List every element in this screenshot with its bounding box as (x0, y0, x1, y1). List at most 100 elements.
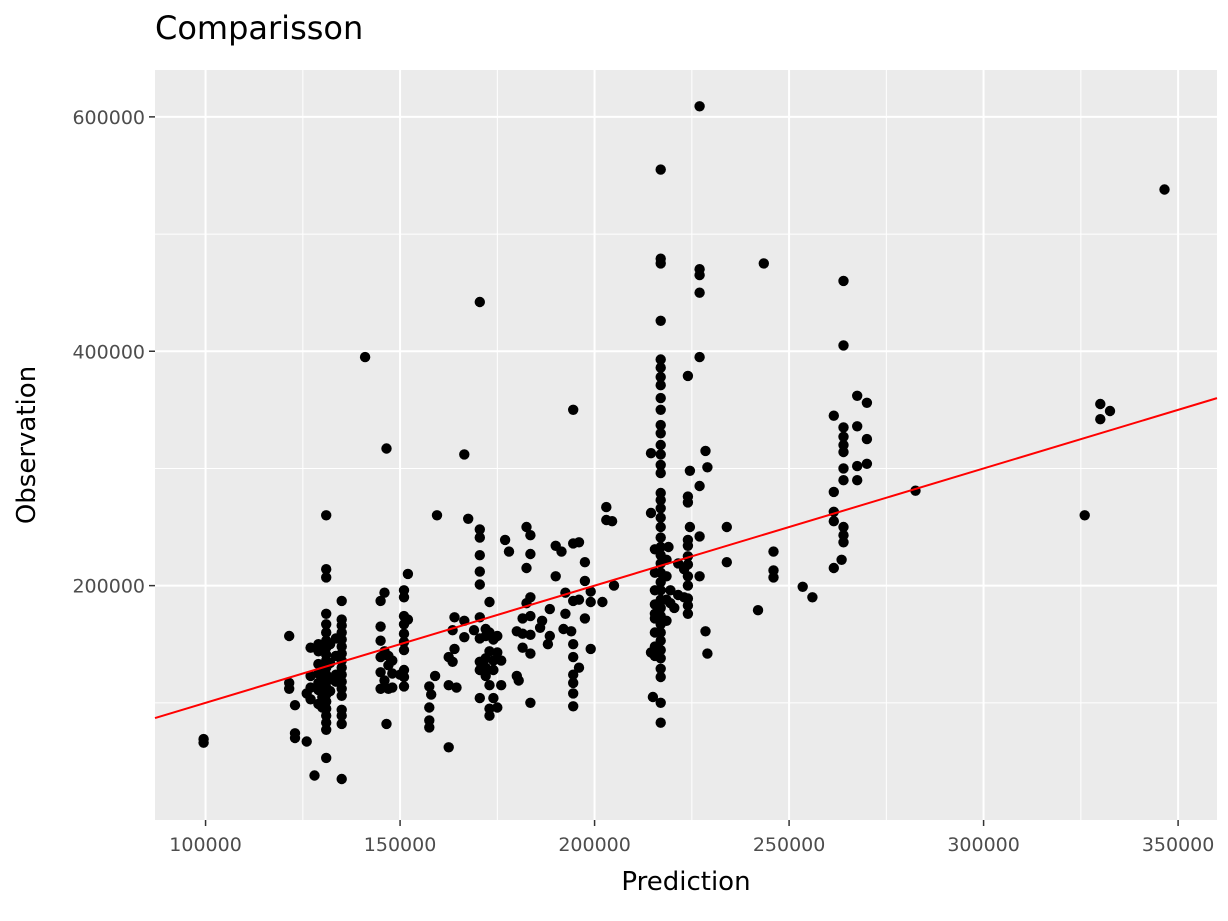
data-point (573, 537, 585, 548)
data-point (655, 602, 666, 614)
data-point (655, 503, 666, 514)
data-point (752, 605, 764, 616)
data-point (375, 621, 386, 632)
data-point (1104, 405, 1116, 417)
plot-panel (155, 70, 1217, 820)
data-point (852, 475, 863, 486)
data-point (768, 572, 779, 583)
data-point (379, 587, 390, 598)
data-point (474, 566, 485, 577)
data-point (474, 550, 485, 561)
data-point (838, 537, 849, 548)
data-point (597, 596, 608, 608)
data-point (655, 521, 666, 533)
x-tick-label: 300000 (947, 834, 1020, 856)
data-point (655, 164, 666, 175)
data-point (568, 677, 579, 689)
data-point (694, 351, 705, 363)
data-point (198, 737, 209, 748)
data-point (838, 463, 849, 474)
data-point (336, 773, 347, 785)
data-point (525, 629, 536, 640)
data-point (449, 643, 460, 655)
data-point (443, 742, 454, 753)
data-point (484, 596, 495, 608)
data-point (517, 613, 528, 624)
data-point (694, 269, 705, 281)
x-tick-label: 100000 (169, 834, 242, 856)
data-point (838, 475, 849, 486)
data-point (655, 439, 666, 451)
data-point (655, 671, 666, 683)
data-points (198, 101, 1170, 785)
data-point (758, 258, 769, 269)
data-point (655, 315, 666, 326)
data-point (655, 371, 666, 383)
data-point (525, 592, 536, 603)
data-point (449, 612, 460, 623)
data-point (484, 710, 495, 721)
data-point (838, 340, 849, 351)
data-point (321, 510, 332, 521)
data-point (488, 692, 499, 704)
data-point (828, 516, 839, 527)
data-point (694, 531, 705, 542)
data-point (447, 656, 458, 667)
data-point (381, 718, 392, 730)
data-point (601, 501, 612, 513)
data-point (797, 581, 808, 592)
data-point (474, 692, 485, 704)
data-point (309, 770, 320, 781)
data-point (838, 431, 849, 442)
x-axis-label: Prediction (621, 867, 750, 897)
data-point (655, 459, 666, 471)
data-point (525, 648, 536, 659)
data-point (424, 722, 435, 733)
x-axis-ticks: 100000 150000 200000 250000 300000 350000 (169, 820, 1214, 856)
data-point (655, 717, 666, 728)
data-point (682, 571, 694, 582)
data-point (684, 465, 696, 476)
data-point (402, 568, 414, 580)
data-point (375, 595, 386, 607)
data-point (573, 662, 585, 673)
data-point (525, 697, 536, 708)
data-point (682, 580, 694, 591)
data-point (429, 670, 441, 682)
data-point (702, 462, 713, 473)
data-point (700, 626, 711, 637)
y-axis-ticks: 200000 400000 600000 (72, 107, 155, 598)
data-point (324, 685, 336, 697)
data-point (585, 643, 596, 655)
y-tick-label: 600000 (72, 107, 145, 129)
data-point (321, 564, 332, 575)
data-point (828, 486, 839, 498)
data-point (459, 449, 470, 460)
data-point (544, 603, 555, 615)
data-point (682, 370, 694, 382)
data-point (684, 521, 696, 533)
data-point (694, 101, 705, 112)
data-point (492, 647, 503, 658)
data-point (496, 680, 507, 691)
data-point (321, 619, 332, 630)
data-point (655, 380, 666, 391)
data-point (665, 585, 676, 596)
data-point (645, 507, 657, 519)
data-point (492, 630, 503, 642)
data-point (301, 736, 312, 747)
data-point (284, 630, 295, 642)
data-point (503, 546, 515, 557)
data-point (284, 683, 295, 694)
data-point (398, 681, 410, 692)
data-point (521, 521, 532, 533)
data-point (521, 562, 532, 574)
y-tick-label: 400000 (72, 341, 145, 363)
data-point (655, 532, 666, 543)
data-point (655, 419, 666, 431)
data-point (682, 608, 694, 619)
data-point (513, 675, 524, 686)
data-point (484, 646, 495, 657)
x-tick-label: 250000 (753, 834, 826, 856)
data-point (694, 287, 705, 298)
